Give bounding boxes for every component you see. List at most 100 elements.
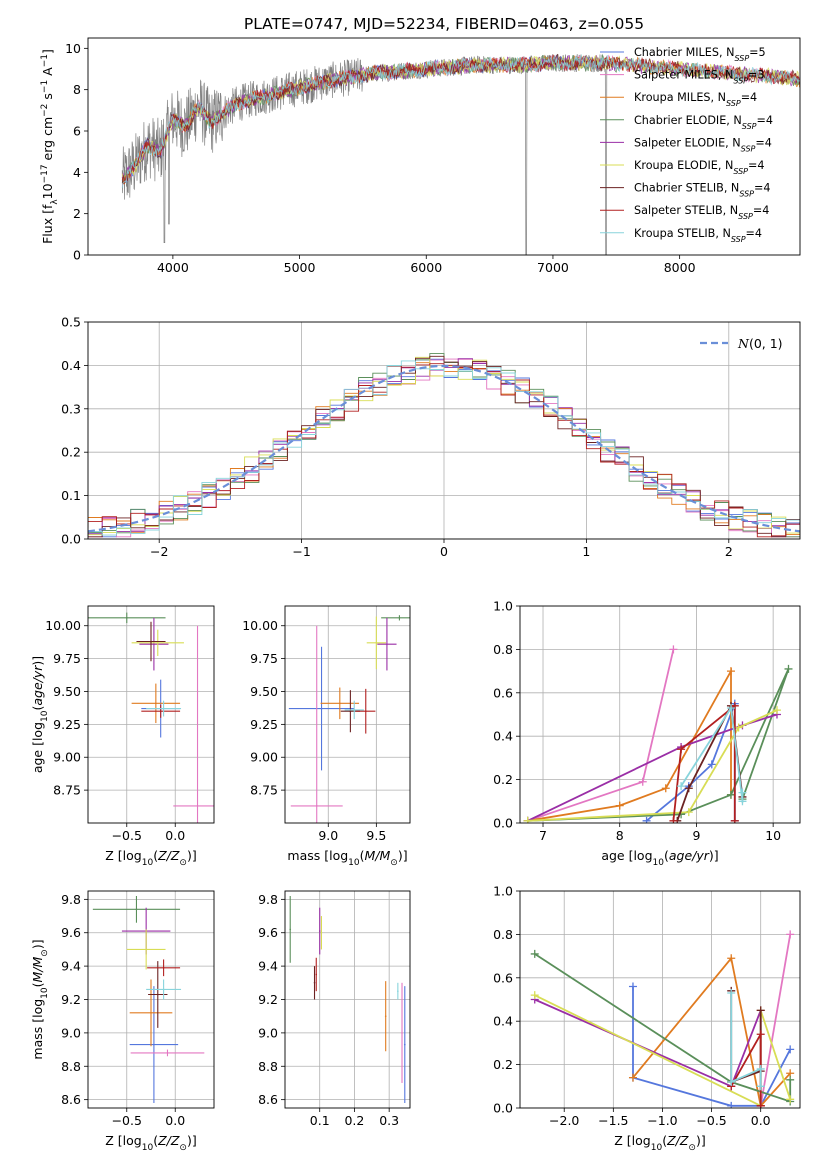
panel-age-vs-mass: 9.0 9.5 8.75 9.00 9.25 9.50 9.75 10.00 mass [log… bbox=[242, 605, 411, 868]
x-tick-label: −1.5 bbox=[598, 1113, 628, 1128]
x-axis-label: Z [log10(Z/Z⊙)] bbox=[105, 1133, 196, 1153]
y-tick-label: 0.2 bbox=[61, 445, 81, 460]
x-tick-label: 1 bbox=[582, 544, 590, 559]
figure-title: PLATE=0747, MJD=52234, FIBERID=0463, z=0… bbox=[244, 15, 644, 33]
mass-weight-line bbox=[527, 713, 778, 822]
errorbar-point bbox=[315, 805, 318, 807]
y-tick-label: 9.00 bbox=[53, 750, 81, 765]
errorbar-point bbox=[401, 1032, 403, 1034]
x-tick-label: 0 bbox=[440, 544, 448, 559]
mass-weight-marker bbox=[530, 949, 539, 958]
x-tick-label: 0.0 bbox=[165, 828, 185, 843]
legend-entry: Salpeter MILES, NSSP=3 bbox=[634, 69, 765, 86]
x-tick-label: −2 bbox=[150, 544, 168, 559]
y-tick-label: 1.0 bbox=[493, 884, 513, 899]
axes-frame bbox=[519, 605, 801, 824]
y-tick-label: 9.00 bbox=[250, 750, 278, 765]
mass-weight-marker bbox=[669, 816, 678, 823]
y-axis-label: Flux [fλ10−17 erg cm−2 s−1 A−1] bbox=[40, 49, 60, 244]
y-tick-label: 0.3 bbox=[61, 401, 81, 416]
y-tick-label: 6 bbox=[73, 124, 81, 139]
errorbar-point bbox=[318, 930, 321, 932]
errorbar-point bbox=[159, 710, 162, 713]
y-tick-label: 8.6 bbox=[61, 1092, 81, 1107]
errorbar-point bbox=[155, 702, 157, 705]
legend-entry: Chabrier MILES, NSSP=5 bbox=[634, 46, 766, 63]
mass-weight-line bbox=[759, 934, 792, 1106]
panel-weight-vs-Z: −2.0 −1.5 −1.0 −0.5 0.0 0.0 0.2 0.4 0.6 0.8 1.0 Z [… bbox=[493, 884, 801, 1153]
mass-weight-marker bbox=[661, 784, 670, 793]
mass-weight-marker bbox=[638, 777, 647, 786]
mass-weight-marker bbox=[738, 788, 747, 797]
x-tick-label: 0.0 bbox=[165, 1113, 185, 1128]
y-tick-label: 4 bbox=[73, 165, 81, 180]
x-tick-label: 5000 bbox=[284, 260, 316, 275]
errorbar-point bbox=[196, 805, 199, 807]
mass-weight-marker bbox=[730, 816, 739, 823]
y-tick-label: 0.1 bbox=[61, 488, 81, 503]
panel-mass-vs-EBV: 0.1 0.2 0.3 8.6 8.8 9.0 9.2 9.4 9.6 9.8 bbox=[258, 890, 411, 1128]
axes-frame bbox=[87, 605, 215, 824]
x-tick-label: 7000 bbox=[537, 260, 569, 275]
mass-weight-line bbox=[527, 649, 675, 822]
y-tick-label: 9.6 bbox=[258, 925, 278, 940]
x-tick-label: −2.0 bbox=[549, 1113, 579, 1128]
mass-weight-marker bbox=[628, 982, 637, 991]
mass-weight-marker bbox=[615, 801, 624, 810]
mass-weight-marker bbox=[786, 1075, 795, 1084]
mass-weight-marker bbox=[726, 790, 735, 799]
y-tick-label: 0.2 bbox=[493, 772, 513, 787]
x-axis-label: age [log10(age/yr)] bbox=[601, 848, 718, 868]
axes-frame bbox=[284, 605, 411, 824]
errorbar-point bbox=[166, 1052, 169, 1054]
mass-weight-marker bbox=[727, 988, 736, 997]
legend-entry: Kroupa STELIB, NSSP=4 bbox=[634, 227, 762, 244]
y-tick-label: 2 bbox=[73, 206, 81, 221]
errorbar-point bbox=[153, 643, 155, 645]
y-tick-label: 1.0 bbox=[493, 599, 513, 614]
y-tick-label: 8.6 bbox=[258, 1092, 278, 1107]
x-axis-label: Z [log10(Z/Z⊙)] bbox=[614, 1133, 705, 1153]
mass-weight-marker bbox=[684, 784, 693, 793]
spectrum-legend: Chabrier MILES, NSSP=5 Salpeter MILES, NS… bbox=[600, 46, 773, 243]
x-tick-label: 8000 bbox=[664, 260, 696, 275]
y-tick-label: 0.8 bbox=[493, 927, 513, 942]
mass-weight-marker bbox=[726, 703, 735, 712]
residual-legend: N(0, 1) bbox=[700, 336, 783, 351]
x-tick-label: 0.3 bbox=[379, 1113, 399, 1128]
plot-area-mass-vs-Z bbox=[88, 891, 214, 1108]
errorbar-point bbox=[397, 990, 399, 992]
errorbar-point bbox=[364, 710, 367, 713]
errorbar-point bbox=[398, 617, 401, 619]
mass-weight-marker bbox=[772, 706, 781, 715]
plot-area-age-vs-mass bbox=[285, 606, 410, 823]
errorbar-point bbox=[384, 1015, 387, 1017]
x-tick-label: 7 bbox=[539, 828, 547, 843]
y-tick-label: 8.8 bbox=[258, 1059, 278, 1074]
y-tick-label: 9.25 bbox=[250, 717, 278, 732]
mass-weight-marker bbox=[756, 1064, 765, 1073]
mass-weight-marker bbox=[677, 745, 686, 754]
errorbar-point bbox=[320, 707, 323, 710]
y-tick-label: 0.5 bbox=[61, 315, 81, 330]
x-tick-label: −0.5 bbox=[112, 828, 142, 843]
residual-histogram bbox=[88, 360, 800, 536]
y-tick-label: 0.4 bbox=[493, 729, 513, 744]
y-tick-label: 9.50 bbox=[250, 684, 278, 699]
errorbar-point bbox=[156, 993, 159, 996]
axes-frame bbox=[87, 321, 801, 540]
panel-age-vs-Z: −0.5 0.0 8.75 9.00 9.25 9.50 9.75 10.00 Z [log10… bbox=[30, 605, 215, 868]
y-tick-label: 10 bbox=[65, 41, 81, 56]
y-tick-label: 9.2 bbox=[258, 992, 278, 1007]
model-fit-line bbox=[121, 53, 800, 188]
plot-area-residuals bbox=[88, 322, 800, 539]
y-tick-label: 9.6 bbox=[61, 925, 81, 940]
axes-frame bbox=[519, 890, 801, 1109]
x-tick-label: 9 bbox=[692, 828, 700, 843]
legend-entry: Kroupa ELODIE, NSSP=4 bbox=[634, 159, 765, 176]
legend-entry: Salpeter STELIB, NSSP=4 bbox=[634, 204, 769, 221]
y-tick-label: 0.0 bbox=[493, 1101, 513, 1116]
mass-weight-marker bbox=[756, 1006, 765, 1015]
mass-weight-marker bbox=[530, 991, 539, 1000]
